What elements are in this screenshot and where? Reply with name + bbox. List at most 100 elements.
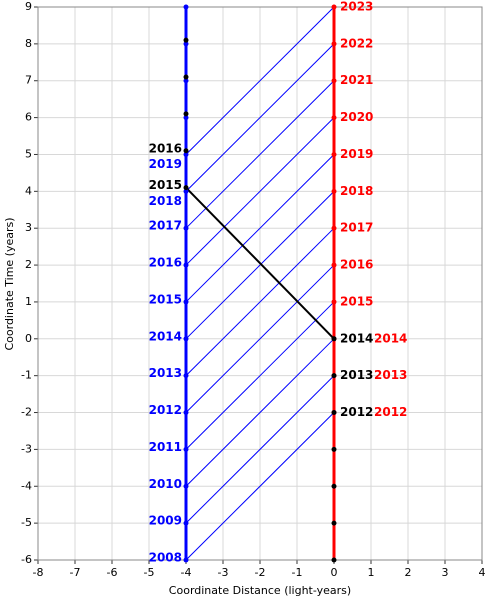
event-point [183, 185, 189, 191]
event-point [331, 78, 337, 84]
plot-frame [37, 6, 483, 561]
event-point [331, 225, 337, 231]
event-point [331, 520, 337, 526]
year-label: 2015 [149, 178, 182, 192]
event-point [183, 151, 189, 157]
year-label: 2013 [374, 368, 407, 382]
year-label: 2014 [149, 329, 182, 343]
year-label: 2014 [340, 331, 373, 345]
y-tick-label: 7 [25, 74, 32, 87]
x-axis-label: Coordinate Distance (light-years) [169, 584, 351, 597]
year-label: 2010 [149, 477, 182, 491]
light-signal [185, 117, 335, 266]
event-point [183, 410, 189, 416]
event-point [183, 557, 189, 563]
event-point [331, 41, 337, 47]
x-tick-label: 2 [405, 566, 412, 579]
x-tick-label: 0 [331, 566, 338, 579]
y-tick-label: 4 [25, 184, 32, 197]
year-label: 2014 [374, 331, 407, 345]
event-point [331, 262, 337, 268]
event-point [183, 78, 189, 84]
y-tick-label: 2 [25, 258, 32, 271]
event-point [183, 520, 189, 526]
event-point [183, 373, 189, 379]
event-point [183, 225, 189, 231]
event-point [183, 262, 189, 268]
year-label: 2021 [340, 73, 373, 87]
x-tick-label: -4 [181, 566, 192, 579]
y-axis-label: Coordinate Time (years) [3, 217, 16, 350]
y-tick-label: 8 [25, 37, 32, 50]
x-tick-label: -2 [255, 566, 266, 579]
event-point [183, 37, 189, 43]
x-tick-label: 3 [442, 566, 449, 579]
year-label: 2012 [340, 405, 373, 419]
year-label: 2012 [374, 405, 407, 419]
event-point [331, 336, 337, 342]
event-point [331, 115, 337, 121]
year-label: 2015 [340, 294, 373, 308]
x-tick-label: -8 [33, 566, 44, 579]
y-tick-label: 3 [25, 221, 32, 234]
event-point [183, 4, 189, 10]
event-point [183, 115, 189, 121]
year-label: 2011 [149, 440, 182, 454]
event-point [331, 483, 337, 489]
x-tick-label: -6 [107, 566, 118, 579]
year-label: 2017 [149, 219, 182, 233]
y-tick-label: -2 [21, 406, 32, 419]
year-label: 2017 [340, 221, 373, 235]
year-label: 2016 [340, 258, 373, 272]
light-signal [185, 264, 335, 413]
year-label: 2013 [340, 368, 373, 382]
event-point [183, 148, 189, 154]
year-label: 2016 [149, 256, 182, 270]
year-label: 2019 [340, 147, 373, 161]
event-point [183, 74, 189, 80]
y-tick-label: 9 [25, 0, 32, 13]
event-point [183, 188, 189, 194]
y-tick-label: -1 [21, 369, 32, 382]
light-signal [185, 6, 335, 155]
y-tick-label: 0 [25, 332, 32, 345]
year-label: 2013 [149, 366, 182, 380]
light-signal [185, 154, 335, 303]
y-tick-label: 6 [25, 111, 32, 124]
y-tick-label: -5 [21, 516, 32, 529]
light-signal [185, 338, 335, 487]
event-point [331, 557, 337, 563]
year-label: 2015 [149, 292, 182, 306]
year-label: 2019 [149, 157, 182, 171]
worldline [185, 186, 335, 340]
x-tick-label: -5 [144, 566, 155, 579]
event-point [183, 299, 189, 305]
event-point [183, 483, 189, 489]
year-label: 2008 [149, 551, 182, 565]
x-tick-label: 4 [479, 566, 486, 579]
light-signal [185, 227, 335, 377]
year-label: 2012 [149, 403, 182, 417]
year-label: 2020 [340, 110, 373, 124]
year-label: 2009 [149, 514, 182, 528]
light-signal [185, 80, 335, 229]
y-tick-label: 1 [25, 295, 32, 308]
event-point [183, 111, 189, 117]
y-tick-label: -6 [21, 553, 32, 566]
light-signal [185, 412, 335, 561]
light-signal [185, 190, 335, 340]
x-tick-label: -1 [292, 566, 303, 579]
event-point [331, 4, 337, 10]
x-tick-label: 1 [368, 566, 375, 579]
event-point [331, 151, 337, 157]
light-signal [185, 375, 335, 524]
light-signal [185, 43, 335, 192]
y-tick-label: -4 [21, 479, 32, 492]
year-label: 2018 [149, 194, 182, 208]
event-point [331, 188, 337, 194]
light-signal [185, 301, 335, 450]
event-point [331, 446, 337, 452]
year-label: 2016 [149, 141, 182, 155]
event-point [183, 41, 189, 47]
